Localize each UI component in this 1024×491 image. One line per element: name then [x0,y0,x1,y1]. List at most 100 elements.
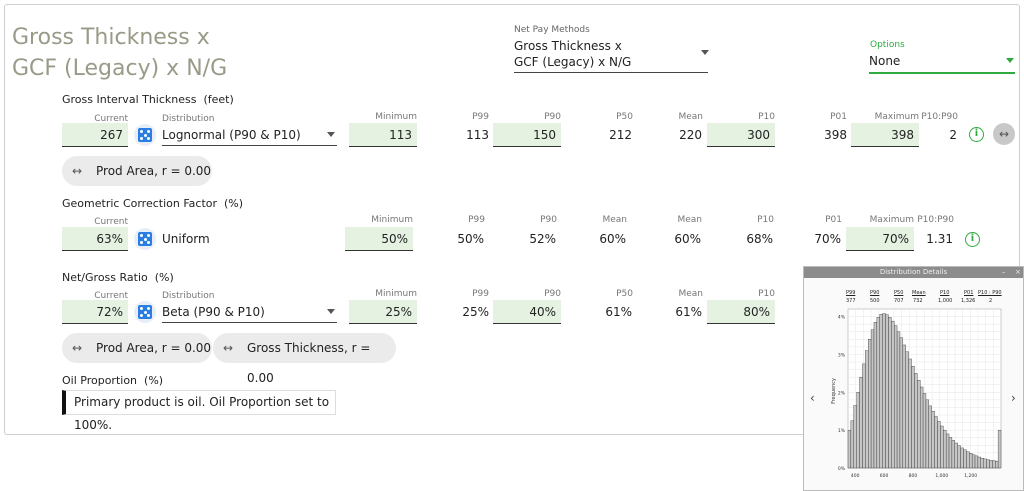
ng-unit: (%) [154,271,174,284]
col-maximum: Maximum [869,215,914,225]
method-title-line2: GCF (Legacy) x N/G [12,56,228,81]
stat-value: 377 [846,298,856,304]
chevron-down-icon[interactable] [1006,58,1014,63]
oil-unit: (%) [144,374,164,387]
histogram-bar [888,317,892,469]
gcf-maximum-input[interactable]: 70% [846,227,914,251]
histogram-bar [876,317,880,469]
gross-p01-value: 398 [824,128,847,142]
histogram-bar [977,456,981,469]
x-tick-label: 400 [851,473,860,479]
y-tick-label: 1% [838,428,846,434]
dice-icon[interactable] [134,228,156,250]
chevron-down-icon[interactable] [701,50,709,55]
gross-ratio-value: 2 [949,128,957,142]
gcf-mean-value: 60% [674,232,701,246]
chevron-down-icon[interactable] [327,309,335,314]
col-maximum: Maximum [874,112,919,122]
dice-icon[interactable] [134,301,156,323]
ng-p50-value: 61% [605,305,632,319]
gcf-current-input[interactable]: 63% [62,227,128,251]
ng-mean-value: 61% [675,305,702,319]
double-arrow-icon: ↔ [72,341,83,355]
options-label: Options [870,40,905,50]
next-arrow-icon[interactable]: › [1011,391,1016,405]
histogram-bar [905,351,909,469]
ng-current-input[interactable]: 72% [62,300,128,324]
histogram-bars [847,313,1002,469]
col-p01: P01 [830,112,847,122]
col-distribution: Distribution [162,291,215,301]
stat-value: 1,326 [961,298,976,304]
histogram-bar [902,344,906,469]
method-title-line1: Gross Thickness x [12,25,210,50]
col-p90: P90 [544,112,561,122]
gross-p10-input[interactable]: 300 [707,123,775,147]
gross-title-text: Gross Interval Thickness [62,93,197,106]
col-minimum: Minimum [375,112,417,122]
options-select[interactable]: None [869,53,1015,74]
gcf-minimum-input[interactable]: 50% [345,227,413,251]
gcf-p50-value: 60% [599,232,626,246]
gross-distribution-select[interactable]: Lognormal (P90 & P10) [162,127,337,146]
net-pay-value-line1: Gross Thickness x [514,39,622,53]
double-arrow-icon: ↔ [223,341,234,355]
gross-current-input[interactable]: 267 [62,123,128,147]
col-p90: P90 [544,289,561,299]
ng-title: Net/Gross Ratio (%) [62,271,174,284]
histogram-bar [908,358,912,469]
correlation-toggle-button[interactable]: ↔ [993,123,1015,145]
col-p50: P50 [616,289,633,299]
distribution-histogram: 4% 3% 2% 1% 0% 400 600 800 1,000 1,200 Frequency [831,308,1002,479]
ng-title-text: Net/Gross Ratio [62,271,148,284]
double-arrow-icon: ↔ [72,164,83,178]
ng-p90-input[interactable]: 40% [493,300,561,324]
stat-label: P10 : P90 [978,290,1002,296]
x-tick-label: 1,200 [964,473,977,479]
stat-value: 500 [870,298,880,304]
ng-p10-input[interactable]: 80% [707,300,775,324]
gross-p90-input[interactable]: 150 [493,123,561,147]
histogram-bar [879,314,883,469]
histogram-bar [859,376,863,469]
ng-distribution-select[interactable]: Beta (P90 & P10) [162,304,337,323]
histogram-bar [931,411,935,469]
histogram-bar [856,392,860,469]
minimize-icon[interactable]: – [1002,268,1006,276]
oil-title: Oil Proportion (%) [62,374,163,387]
gcf-p90-value: 52% [529,232,556,246]
stat-label: Mean [912,290,926,296]
y-tick-label: 0% [838,466,846,472]
ng-minimum-input[interactable]: 25% [349,300,417,324]
gross-correlation-chip[interactable]: ↔ Prod Area, r = 0.00 [62,156,212,186]
ng-correlation-chip-gross[interactable]: ↔ Gross Thickness, r = 0.00 [213,333,396,385]
gross-maximum-input[interactable]: 398 [851,123,919,147]
stat-label: P99 [846,290,856,296]
chevron-down-icon[interactable] [327,132,335,137]
stat-value: 2 [989,298,993,304]
options-value: None [869,54,901,68]
y-tick-label: 2% [838,390,846,396]
gross-minimum-input[interactable]: 113 [349,123,417,147]
close-icon[interactable]: × [1015,268,1021,276]
info-icon[interactable]: i [969,127,984,142]
histogram-bar [868,339,872,469]
ng-correlation-chip-area[interactable]: ↔ Prod Area, r = 0.00 [62,333,212,363]
gross-p50-value: 212 [609,128,632,142]
histogram-bar [896,331,901,469]
info-icon[interactable]: i [965,232,980,247]
col-mean: Mean [678,289,703,299]
col-ratio: P10:P90 [917,215,954,225]
method-title: Gross Thickness x GCF (Legacy) x N/G [12,22,227,84]
dice-icon[interactable] [134,124,156,146]
histogram-bar [954,442,958,469]
histogram-bar [937,421,941,469]
x-ticks: 400 600 800 1,000 1,200 [851,473,977,479]
histogram-bar [951,440,955,469]
stat-value: 1,000 [938,298,953,304]
net-pay-methods-select[interactable]: Gross Thickness x GCF (Legacy) x N/G [514,38,708,73]
prev-arrow-icon[interactable]: ‹ [810,391,815,405]
stat-label: P01 [964,290,974,296]
histogram-bar [940,425,944,469]
histogram-bar [992,460,996,469]
